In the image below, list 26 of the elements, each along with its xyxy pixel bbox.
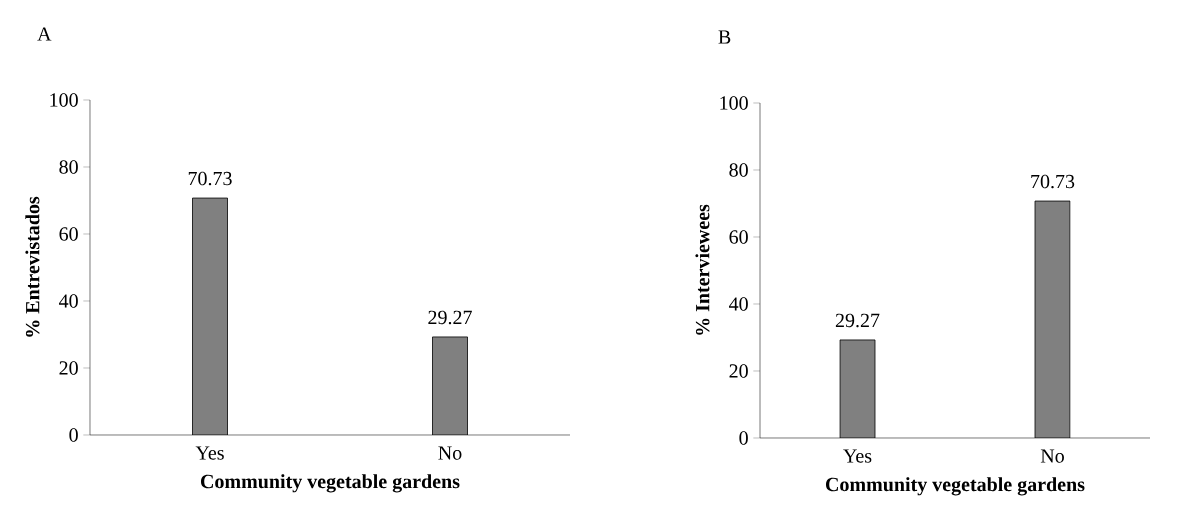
y-tick-label: 80 — [729, 163, 748, 177]
y-tick-label: 80 — [59, 160, 78, 174]
data-label: 70.73 — [1031, 174, 1075, 189]
y-tick-label: 0 — [69, 428, 78, 442]
y-tick-label: 100 — [720, 96, 748, 110]
data-label: 29.27 — [835, 313, 880, 328]
y-tick-label: 20 — [59, 361, 78, 375]
y-tick-label: 40 — [59, 294, 78, 308]
x-tick-label: Yes — [843, 449, 872, 463]
x-tick-label: No — [1040, 449, 1064, 463]
x-tick-label: No — [438, 446, 462, 460]
y-tick-label: 60 — [729, 230, 748, 244]
x-axis-title: Community vegetable gardens — [826, 477, 1085, 496]
data-label: 70.73 — [188, 171, 232, 186]
chart-title: B — [718, 30, 731, 44]
data-label: 29.27 — [428, 310, 472, 325]
y-tick-label: 0 — [739, 431, 748, 445]
y-axis-title: % Interviewees — [695, 204, 710, 335]
x-axis-title: Community vegetable gardens — [200, 474, 460, 493]
y-tick-label: 20 — [729, 364, 748, 378]
y-tick-label: 40 — [729, 297, 748, 311]
chart-title: A — [37, 27, 52, 41]
x-tick-label: Yes — [195, 446, 224, 460]
y-tick-label: 100 — [50, 93, 78, 107]
y-axis-title: % Entrevistados — [25, 196, 40, 337]
y-tick-label: 60 — [59, 227, 78, 241]
